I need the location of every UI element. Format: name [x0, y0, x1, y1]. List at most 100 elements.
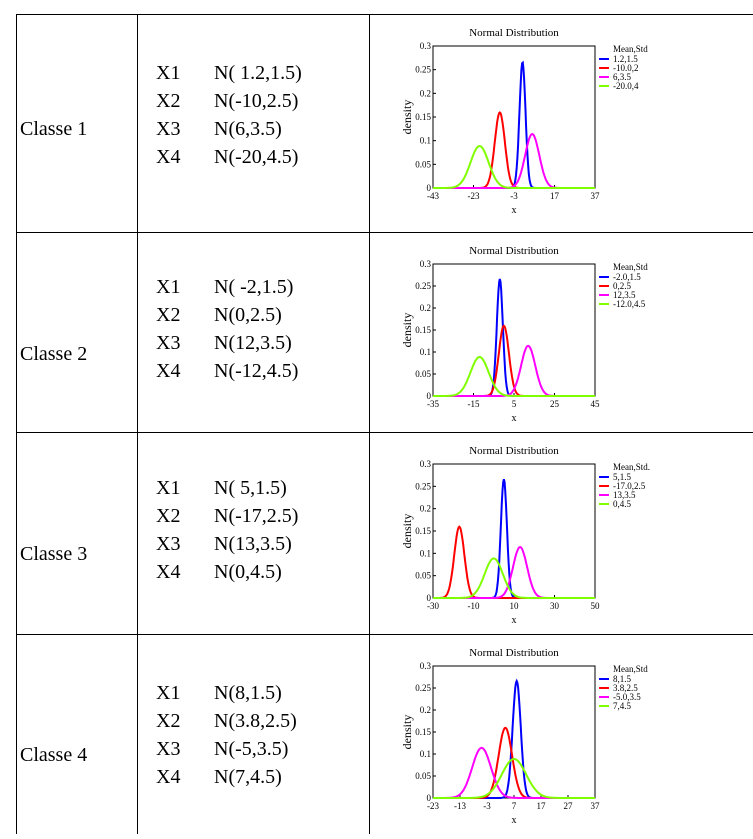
x-tick-label: 50 [591, 601, 601, 611]
series-line [433, 355, 595, 397]
legend-entry: 0,2.5 [613, 281, 632, 291]
y-tick-label: 0.15 [415, 526, 431, 536]
y-tick-label: 0.15 [415, 325, 431, 335]
y-tick-label: 0.1 [420, 548, 431, 558]
x-tick-label: 17 [537, 801, 547, 811]
y-tick-label: 0 [427, 593, 432, 603]
series-line [433, 557, 595, 599]
y-axis-label: density [400, 715, 414, 750]
x-tick-label: -23 [468, 191, 480, 201]
x-tick-label: 45 [591, 399, 601, 409]
x-tick-label: -23 [427, 801, 439, 811]
x-axis-label: x [512, 205, 517, 216]
variable-list: X1 N( -2,1.5) X2 N(0,2.5) X3 N(12,3.5) X4 N(… [156, 273, 366, 385]
distribution-plot: Normal Distribution 0 0.05 0.1 0.15 0.2 0.25 0.… [380, 644, 753, 834]
x-tick-label: 37 [591, 801, 601, 811]
class-label: Classe 3 [20, 543, 88, 565]
plot-frame [432, 263, 596, 397]
y-tick-label: 0.3 [420, 459, 432, 469]
row-separator-3 [16, 634, 753, 635]
variable-distribution: N(-17,2.5) [214, 505, 299, 527]
row-separator-2 [16, 432, 753, 433]
legend-entry: -2.0,1.5 [613, 272, 641, 282]
series-line [433, 111, 595, 189]
x-tick-label: 17 [550, 191, 560, 201]
x-tick-label: -35 [427, 399, 439, 409]
y-tick-label: 0.2 [420, 705, 431, 715]
table-border-top [16, 14, 753, 15]
legend-entry: -12.0,4.5 [613, 299, 646, 309]
variable-distribution: N(-12,4.5) [214, 360, 299, 382]
row-separator-1 [16, 232, 753, 233]
variable-list: X1 N( 1.2,1.5) X2 N(-10,2.5) X3 N(6,3.5) X4… [156, 59, 366, 171]
variable-name: X1 [156, 477, 181, 499]
x-tick-label: 37 [591, 191, 601, 201]
y-tick-label: 0.05 [415, 369, 431, 379]
variable-name: X3 [156, 738, 181, 760]
variable-name: X2 [156, 90, 181, 112]
variable-distribution: N(6,3.5) [214, 118, 282, 140]
chart-title: Normal Distribution [469, 445, 559, 457]
distribution-chart-svg: Normal Distribution 0 0.05 0.1 0.15 0.2 0.25 0.… [400, 245, 648, 424]
variable-name: X2 [156, 505, 181, 527]
series-line [433, 132, 595, 189]
legend-entry: 5,1.5 [613, 472, 632, 482]
variable-item: X4 N(-12,4.5) [156, 357, 366, 385]
x-tick-label: 7 [512, 801, 517, 811]
y-tick-label: 0.1 [420, 347, 431, 357]
legend-entry: -20.0,4 [613, 81, 639, 91]
series-line [433, 60, 595, 189]
variable-item: X4 N(-20,4.5) [156, 143, 366, 171]
y-tick-label: 0.15 [415, 112, 431, 122]
series-line [433, 678, 595, 799]
legend-entry: 8,1.5 [613, 674, 632, 684]
table-row: Classe 1 X1 N( 1.2,1.5) X2 N(-10,2.5) X3 N(… [0, 14, 753, 232]
x-tick-label: 27 [564, 801, 574, 811]
series-line [433, 757, 595, 799]
variable-distribution: N(12,3.5) [214, 332, 292, 354]
distribution-plot: Normal Distribution 0 0.05 0.1 0.15 0.2 0.25 0.… [380, 442, 753, 634]
y-tick-label: 0.2 [420, 504, 431, 514]
variable-name: X3 [156, 533, 181, 555]
y-tick-label: 0.3 [420, 259, 432, 269]
y-tick-label: 0 [427, 793, 432, 803]
x-tick-label: -13 [454, 801, 466, 811]
x-tick-label: -3 [483, 801, 491, 811]
plot-frame [432, 45, 596, 189]
x-tick-label: -10 [468, 601, 480, 611]
legend-entry: -10.0,2 [613, 63, 639, 73]
variable-item: X3 N(6,3.5) [156, 115, 366, 143]
variable-name: X4 [156, 146, 181, 168]
x-tick-label: 25 [550, 399, 560, 409]
series-line [433, 144, 595, 189]
x-axis-label: x [512, 615, 517, 626]
x-tick-label: 30 [550, 601, 560, 611]
y-tick-label: 0.05 [415, 771, 431, 781]
variable-item: X1 N( -2,1.5) [156, 273, 366, 301]
series-line [433, 324, 595, 397]
variable-distribution: N( 5,1.5) [214, 477, 287, 499]
chart-title: Normal Distribution [469, 27, 559, 39]
variable-name: X4 [156, 766, 181, 788]
y-tick-label: 0.3 [420, 661, 432, 671]
variable-item: X4 N(0,4.5) [156, 558, 366, 586]
class-label: Classe 1 [20, 118, 88, 140]
variable-item: X1 N( 5,1.5) [156, 474, 366, 502]
plot-frame [432, 665, 596, 799]
distribution-plot: Normal Distribution 0 0.05 0.1 0.15 0.2 0.25 0.… [380, 24, 753, 224]
x-tick-label: -43 [427, 191, 439, 201]
variable-name: X3 [156, 118, 181, 140]
variable-name: X1 [156, 62, 181, 84]
variable-list: X1 N( 5,1.5) X2 N(-17,2.5) X3 N(13,3.5) X4 N… [156, 474, 366, 586]
x-tick-label: -15 [468, 399, 480, 409]
variable-name: X1 [156, 682, 181, 704]
variable-distribution: N(8,1.5) [214, 682, 282, 704]
series-line [433, 726, 595, 799]
variable-item: X2 N(-10,2.5) [156, 87, 366, 115]
class-label: Classe 2 [20, 343, 88, 365]
y-tick-label: 0.05 [415, 571, 431, 581]
table-row: Classe 4 X1 N(8,1.5) X2 N(3.8,2.5) X3 N(-5,… [0, 634, 753, 834]
variable-item: X4 N(7,4.5) [156, 763, 366, 791]
variable-item: X2 N(-17,2.5) [156, 502, 366, 530]
variable-name: X3 [156, 332, 181, 354]
